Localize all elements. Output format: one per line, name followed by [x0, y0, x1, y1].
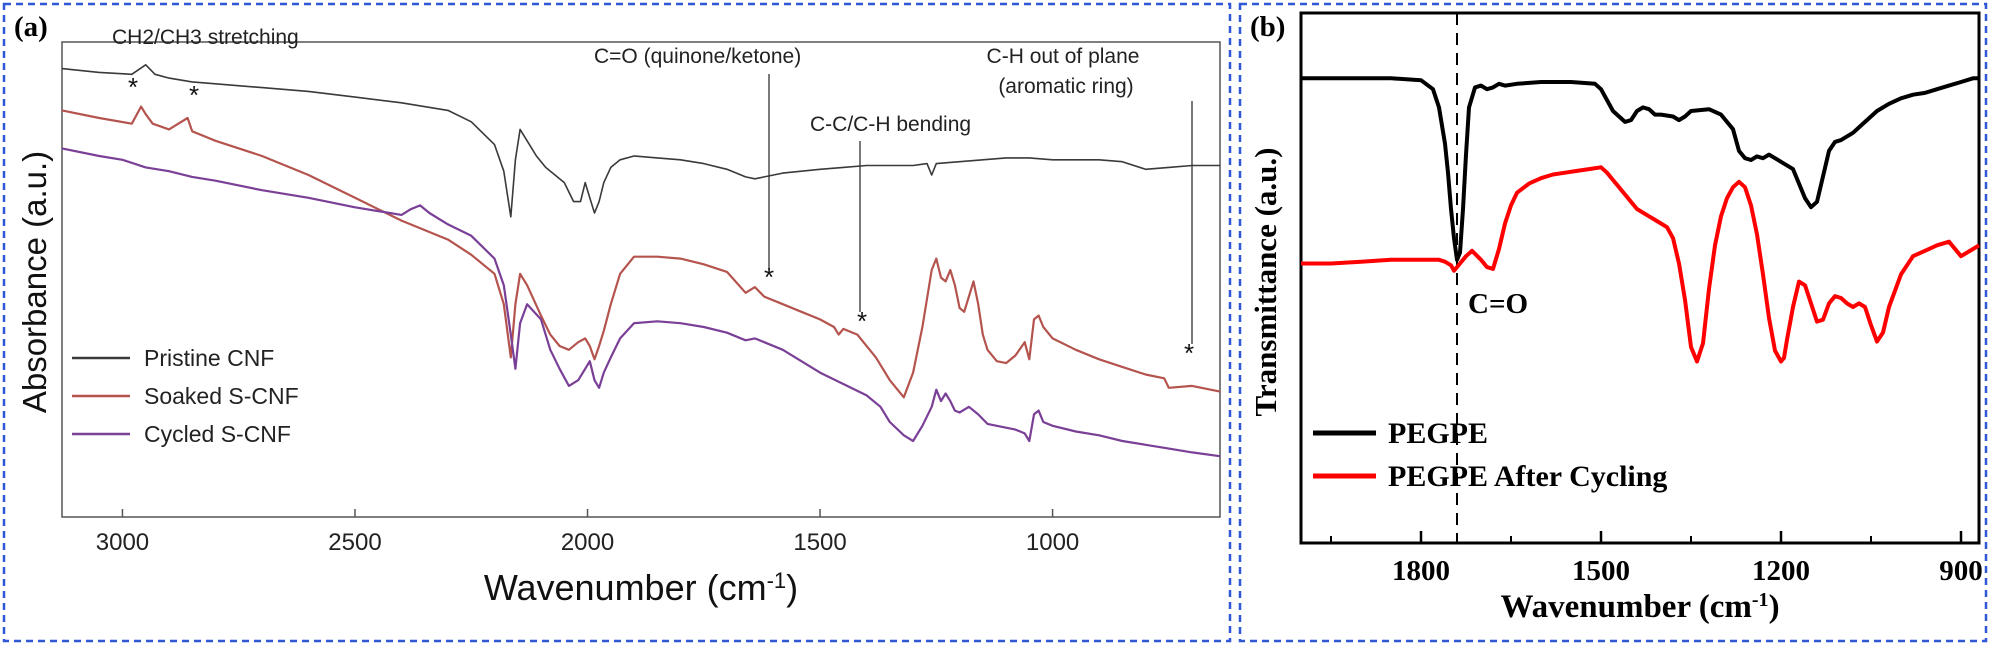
legend-label: Pristine CNF: [144, 345, 274, 371]
panel-a-x-axis-label: Wavenumber (cm-1): [484, 567, 798, 608]
panel-b-series: [1301, 76, 1981, 364]
panel-a-frame: [2, 2, 1232, 643]
panel-a-label: (a): [14, 11, 48, 43]
panel-a: 3000 2500 2000 1500 1000 (a) Absorbance (a.u…: [14, 11, 1221, 608]
x-tick-label: 1500: [793, 529, 846, 556]
annotation-ch-stretching: CH2/CH3 stretching: [112, 26, 299, 49]
annotation-ch-out-of-plane: C-H out of plane: [987, 45, 1140, 68]
legend-label: PEGPE After Cycling: [1388, 460, 1667, 493]
panel-b-plot-area: [1299, 11, 1981, 545]
panel-b: 1800 1500 1200 900 (b) Transmittance (a.u.)…: [1248, 11, 1983, 625]
panel-a-legend: Pristine CNF Soaked S-CNF Cycled S-CNF: [72, 345, 299, 447]
x-tick-label: 1200: [1752, 555, 1810, 587]
peak-marker-star: *: [128, 72, 138, 102]
annotation-co: C=O: [1468, 288, 1528, 320]
legend-label: Cycled S-CNF: [144, 421, 291, 447]
peak-marker-star: *: [764, 262, 774, 292]
x-tick-label: 2500: [328, 529, 381, 556]
series-line: [61, 64, 1220, 218]
annotation-aromatic-ring: (aromatic ring): [998, 75, 1133, 98]
legend-label: Soaked S-CNF: [144, 383, 299, 409]
panel-b-legend: PEGPE PEGPE After Cycling: [1313, 417, 1667, 493]
panel-b-x-axis-label: Wavenumber (cm-1): [1500, 589, 1779, 625]
peak-marker-star: *: [1184, 338, 1194, 368]
annotation-co-quinone: C=O (quinone/ketone): [594, 45, 801, 68]
panel-b-label: (b): [1250, 11, 1285, 43]
panel-a-x-ticks: 3000 2500 2000 1500 1000: [96, 509, 1079, 556]
panel-b-frame: [1238, 2, 1988, 643]
x-tick-label: 1000: [1026, 529, 1079, 556]
x-tick-label: 3000: [96, 529, 149, 556]
legend-label: PEGPE: [1388, 417, 1488, 450]
peak-marker-star: *: [189, 80, 199, 110]
series-line: [61, 105, 1221, 399]
x-tick-label: 1800: [1392, 555, 1450, 587]
x-tick-label: 900: [1939, 555, 1983, 587]
series-line: [1301, 165, 1981, 364]
panel-a-series: [61, 64, 1221, 458]
panel-a-y-axis-label: Absorbance (a.u.): [16, 151, 53, 413]
panel-b-x-ticks: 1800 1500 1200 900: [1330, 531, 1983, 587]
series-line: [1301, 76, 1979, 262]
peak-marker-star: *: [857, 306, 867, 336]
x-tick-label: 2000: [561, 529, 614, 556]
annotation-cc-bending: C-C/C-H bending: [810, 113, 971, 136]
series-line: [61, 147, 1221, 458]
panel-b-y-axis-label: Transmittance (a.u.): [1248, 148, 1283, 417]
x-tick-label: 1500: [1572, 555, 1630, 587]
